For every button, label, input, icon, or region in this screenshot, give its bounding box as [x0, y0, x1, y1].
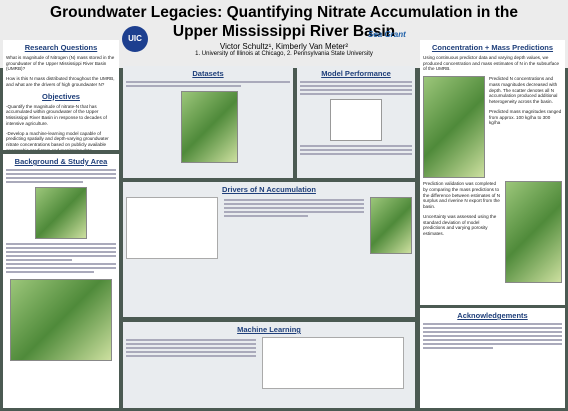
text: Using continuous predictor data and vary…	[423, 55, 560, 72]
logo-right: Sea Grant	[368, 30, 406, 39]
text: Predicted N concentrations and mass magn…	[489, 76, 558, 105]
text: Uncertainty was assessed using the stand…	[423, 213, 497, 237]
heading: Acknowledgements	[457, 311, 528, 320]
heading: Research Questions	[24, 43, 98, 52]
text: Prediction validation was completed by c…	[423, 181, 501, 210]
text: Predicted mass magnitudes ranged from ap…	[489, 108, 562, 126]
text: What is magnitude of Nitrogen (N) mass s…	[6, 55, 115, 72]
panel-model-performance: Model Performance	[297, 66, 415, 178]
heading: Model Performance	[321, 69, 391, 78]
logo-left: UIC	[122, 26, 148, 52]
title: Groundwater Legacies: Quantifying Nitrat…	[50, 4, 518, 40]
map	[370, 197, 412, 254]
plot	[262, 337, 404, 389]
panel-datasets: Datasets	[123, 66, 293, 178]
panel-drivers: Drivers of N Accumulation	[123, 182, 415, 317]
panel-ml: Machine Learning	[123, 322, 415, 408]
text: How is this N mass distributed throughou…	[6, 76, 115, 87]
map	[10, 279, 112, 361]
panel-acknowledgements: Acknowledgements	[420, 308, 565, 408]
panel-predictions: Concentration + Mass Predictions Using c…	[420, 40, 565, 305]
heading: Machine Learning	[237, 325, 301, 334]
authors: Victor Schultz¹, Kimberly Van Meter²	[219, 42, 349, 51]
map	[35, 187, 87, 239]
heading: Concentration + Mass Predictions	[431, 43, 554, 52]
map	[505, 181, 562, 284]
panel-background: Background & Study Area	[3, 154, 119, 408]
plot	[330, 99, 382, 141]
heading: Drivers of N Accumulation	[222, 185, 316, 194]
heading: Background & Study Area	[14, 157, 108, 166]
text: -Quantify the magnitude of nitrate-N tha…	[6, 103, 107, 126]
text: -Develop a machine-learning model capabl…	[6, 130, 109, 150]
panel-questions: Research Questions What is magnitude of …	[3, 40, 119, 150]
heading: Objectives	[42, 91, 80, 101]
map	[181, 91, 238, 163]
map	[423, 76, 485, 179]
affiliations: 1. University of Illinois at Chicago, 2.…	[195, 51, 373, 57]
plot	[126, 197, 218, 259]
heading: Datasets	[192, 69, 224, 78]
